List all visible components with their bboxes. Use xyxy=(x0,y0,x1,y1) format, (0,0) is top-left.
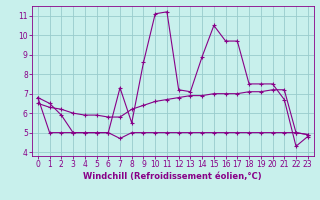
X-axis label: Windchill (Refroidissement éolien,°C): Windchill (Refroidissement éolien,°C) xyxy=(84,172,262,181)
